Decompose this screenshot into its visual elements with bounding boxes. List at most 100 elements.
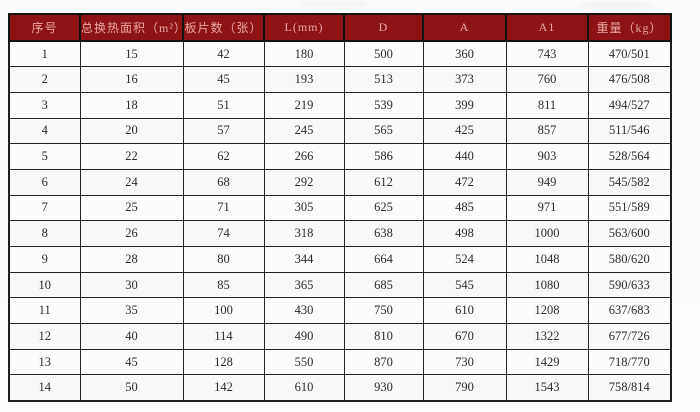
table-cell: 664 [343,246,424,273]
column-header-total-area: 总换热面积（m²） [79,13,186,42]
table-cell: 3 [8,91,81,119]
table-cell: 637/683 [587,297,672,325]
table-cell: 638 [343,220,424,247]
table-cell: 857 [505,117,589,145]
column-header-weight: 重量（kg） [587,13,672,42]
table-cell: 513 [343,66,424,93]
table-cell: 51 [182,91,265,119]
table-cell: 758/814 [587,374,672,402]
table-cell: 1000 [505,220,589,247]
table-cell: 25 [79,194,184,222]
table-cell: 12 [8,323,81,350]
table-row: 13 45 128 550 870 730 1429 718/770 [8,348,672,376]
table-cell: 193 [263,66,345,93]
table-row: 8 26 74 318 638 498 1000 563/600 [8,220,672,247]
table-cell: 685 [343,271,424,299]
table-cell: 16 [79,66,184,93]
column-header-A1: A1 [505,13,589,42]
table-cell: 511/546 [587,117,672,145]
table-cell: 750 [343,297,424,325]
table-row: 1 15 42 180 500 360 743 470/501 [8,40,672,68]
table-cell: 399 [422,91,507,119]
table-cell: 743 [505,40,589,68]
table-cell: 539 [343,91,424,119]
table-cell: 80 [182,246,265,273]
table-cell: 472 [422,168,507,196]
table-cell: 245 [263,117,345,145]
table-cell: 476/508 [587,66,672,93]
table-row: 5 22 62 266 586 440 903 528/564 [8,143,672,170]
table-cell: 524 [422,246,507,273]
table-cell: 4 [8,117,81,145]
table-cell: 9 [8,246,81,273]
table-cell: 42 [182,40,265,68]
table-cell: 590/633 [587,271,672,299]
table-cell: 219 [263,91,345,119]
table-cell: 71 [182,194,265,222]
table-cell: 24 [79,168,184,196]
table-cell: 62 [182,143,265,170]
table-cell: 74 [182,220,265,247]
table-row: 12 40 114 490 810 670 1322 677/726 [8,323,672,350]
table-cell: 528/564 [587,143,672,170]
table-cell: 26 [79,220,184,247]
table-cell: 57 [182,117,265,145]
table-cell: 949 [505,168,589,196]
table-cell: 128 [182,348,265,376]
table-body: 1 15 42 180 500 360 743 470/501 2 16 45 193 513 373 76… [8,40,672,402]
table-cell: 35 [79,297,184,325]
table-cell: 11 [8,297,81,325]
table-cell: 625 [343,194,424,222]
table-cell: 30 [79,271,184,299]
table-cell: 360 [422,40,507,68]
table-cell: 440 [422,143,507,170]
table-row: 7 25 71 305 625 485 971 551/589 [8,194,672,222]
table-cell: 100 [182,297,265,325]
table-cell: 1 [8,40,81,68]
column-header-serial: 序号 [8,13,81,42]
table-cell: 1543 [505,374,589,402]
table-cell: 730 [422,348,507,376]
table-cell: 266 [263,143,345,170]
table-cell: 10 [8,271,81,299]
table-cell: 500 [343,40,424,68]
table-cell: 811 [505,91,589,119]
table-cell: 563/600 [587,220,672,247]
table-cell: 810 [343,323,424,350]
table-cell: 494/527 [587,91,672,119]
scan-smudge [575,2,655,9]
table-cell: 305 [263,194,345,222]
table-cell: 344 [263,246,345,273]
table-cell: 760 [505,66,589,93]
table-cell: 610 [422,297,507,325]
table-cell: 2 [8,66,81,93]
table-cell: 485 [422,194,507,222]
table-cell: 50 [79,374,184,402]
table-header-row: 序号 总换热面积（m²） 板片数（张） L(mm) D A A1 重量（kg） [8,13,672,42]
table-cell: 7 [8,194,81,222]
table-cell: 5 [8,143,81,170]
table-cell: 1429 [505,348,589,376]
table-row: 4 20 57 245 565 425 857 511/546 [8,117,672,145]
table-cell: 425 [422,117,507,145]
table-cell: 610 [263,374,345,402]
table-cell: 365 [263,271,345,299]
table-row: 2 16 45 193 513 373 760 476/508 [8,66,672,93]
table-cell: 18 [79,91,184,119]
table-cell: 551/589 [587,194,672,222]
table-cell: 1322 [505,323,589,350]
column-header-A: A [422,13,507,42]
spec-table-container: 序号 总换热面积（m²） 板片数（张） L(mm) D A A1 重量（kg） … [8,13,672,402]
table-cell: 580/620 [587,246,672,273]
table-cell: 22 [79,143,184,170]
table-row: 3 18 51 219 539 399 811 494/527 [8,91,672,119]
table-cell: 45 [182,66,265,93]
scan-smudge [300,1,370,8]
column-header-L-mm: L(mm) [263,13,345,42]
table-cell: 470/501 [587,40,672,68]
table-cell: 1208 [505,297,589,325]
table-cell: 68 [182,168,265,196]
column-header-plate-count: 板片数（张） [182,13,265,42]
table-cell: 930 [343,374,424,402]
table-cell: 114 [182,323,265,350]
